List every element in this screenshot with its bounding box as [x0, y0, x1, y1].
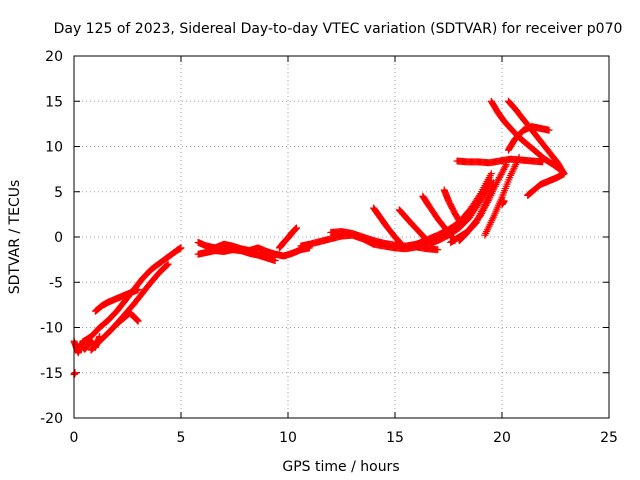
y-tick-label: 20: [45, 49, 63, 65]
y-tick-label: -15: [40, 366, 63, 382]
data-point: [477, 210, 485, 218]
plot-frame: [73, 55, 610, 419]
data-point: [500, 165, 508, 173]
data-point: [163, 261, 171, 269]
x-tick-labels: 0 5 10 15 20 25: [70, 430, 618, 446]
data-point: [501, 164, 509, 172]
y-tick-label: -20: [40, 411, 63, 427]
x-tick-label: 10: [279, 430, 297, 446]
data-point: [271, 257, 279, 265]
data-point: [164, 260, 172, 268]
x-tick-label: 15: [386, 430, 404, 446]
data-point: [545, 126, 553, 134]
data-point: [482, 202, 490, 210]
data-point: [498, 169, 506, 177]
data-points: [70, 97, 568, 379]
data-point: [487, 170, 495, 178]
data-point: [524, 191, 532, 199]
data-point: [499, 167, 507, 175]
y-tick-label: 5: [54, 185, 63, 201]
x-tick-label: 5: [177, 430, 186, 446]
data-point: [500, 197, 508, 205]
y-tick-label: 10: [45, 140, 63, 156]
y-tick-label: 0: [54, 230, 63, 246]
x-tick-label: 20: [493, 430, 511, 446]
data-point: [162, 262, 170, 270]
data-point: [71, 369, 79, 377]
chart-title: Day 125 of 2023, Sidereal Day-to-day VTE…: [54, 21, 623, 37]
data-point: [480, 205, 488, 213]
data-point: [494, 177, 502, 185]
data-point: [134, 317, 142, 325]
y-axis-label: SDTVAR / TECUs: [7, 180, 23, 295]
data-point: [477, 211, 485, 219]
y-tick-label: -10: [40, 321, 63, 337]
data-point: [495, 174, 503, 182]
y-tick-label: 15: [45, 94, 63, 110]
data-point: [293, 224, 301, 232]
data-point: [495, 175, 503, 183]
data-point: [434, 246, 442, 254]
y-tick-label: -5: [49, 275, 63, 291]
data-point: [484, 197, 492, 205]
data-point: [483, 198, 491, 206]
data-point: [481, 203, 489, 211]
data-point: [479, 206, 487, 214]
data-point: [483, 200, 491, 208]
x-axis-label: GPS time / hours: [282, 459, 399, 475]
x-tick-label: 25: [600, 430, 618, 446]
data-point: [134, 285, 142, 293]
y-tick-labels: -20 -15 -10 -5 0 5 10 15 20: [40, 49, 63, 427]
x-tick-label: 0: [70, 430, 79, 446]
data-point: [397, 240, 405, 248]
data-point: [501, 162, 509, 170]
data-point: [396, 239, 404, 247]
data-point: [177, 244, 185, 252]
data-point: [476, 198, 484, 206]
data-point: [496, 172, 504, 180]
data-point: [497, 170, 505, 178]
data-point: [478, 208, 486, 216]
data-point: [397, 240, 405, 248]
